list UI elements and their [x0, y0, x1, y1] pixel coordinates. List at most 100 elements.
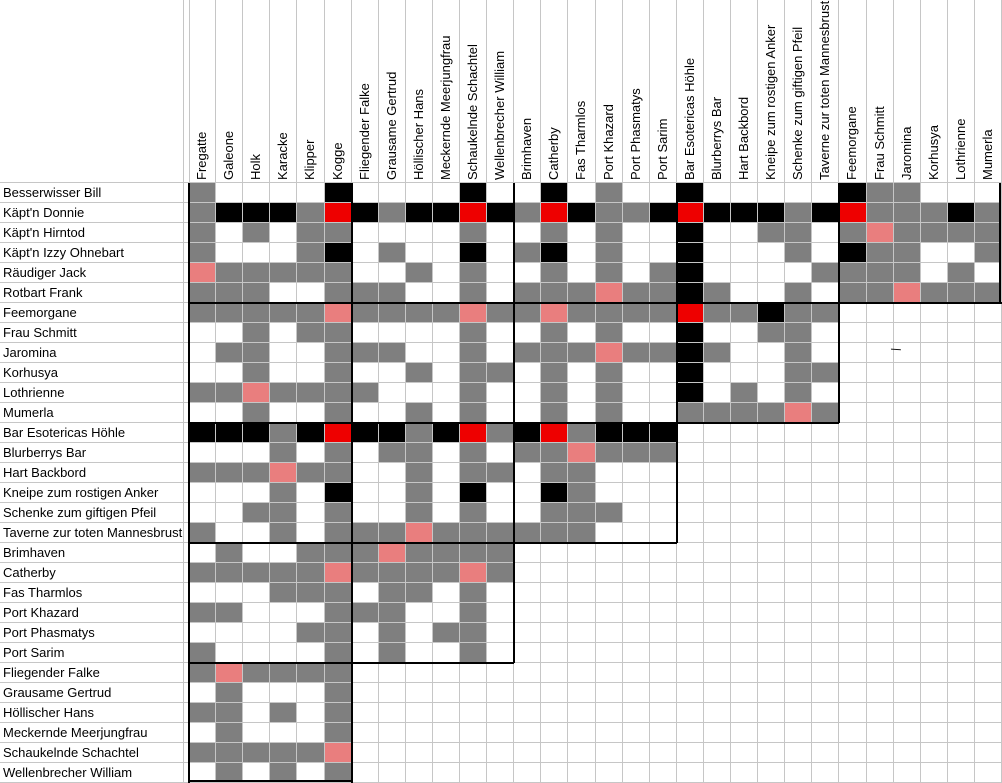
grid-cell[interactable] — [270, 403, 298, 423]
grid-cell[interactable] — [974, 223, 1002, 243]
grid-cell[interactable] — [432, 243, 460, 263]
grid-cell[interactable] — [270, 323, 298, 343]
grid-cell[interactable] — [514, 523, 542, 543]
grid-cell[interactable] — [758, 263, 786, 283]
grid-cell[interactable] — [378, 563, 406, 583]
grid-cell[interactable] — [216, 563, 244, 583]
grid-cell[interactable] — [270, 683, 298, 703]
grid-cell[interactable] — [378, 323, 406, 343]
grid-cell[interactable] — [758, 603, 786, 623]
grid-cell[interactable] — [839, 543, 867, 563]
grid-cell[interactable] — [974, 763, 1002, 783]
grid-cell[interactable] — [622, 603, 650, 623]
grid-cell[interactable] — [920, 323, 948, 343]
column-header-cell[interactable]: Korhusya — [921, 0, 948, 182]
grid-cell[interactable] — [920, 523, 948, 543]
grid-cell[interactable] — [839, 763, 867, 783]
grid-cell[interactable] — [189, 283, 217, 303]
grid-cell[interactable] — [703, 383, 731, 403]
grid-cell[interactable] — [622, 183, 650, 203]
grid-cell[interactable] — [487, 243, 515, 263]
grid-cell[interactable] — [270, 523, 298, 543]
grid-cell[interactable] — [920, 583, 948, 603]
grid-cell[interactable] — [649, 303, 677, 323]
grid-cell[interactable] — [351, 263, 379, 283]
grid-cell[interactable] — [487, 423, 515, 443]
row-label[interactable]: Port Phasmatys — [0, 623, 189, 643]
grid-cell[interactable] — [460, 583, 488, 603]
grid-cell[interactable] — [378, 343, 406, 363]
grid-cell[interactable] — [758, 763, 786, 783]
grid-cell[interactable] — [649, 503, 677, 523]
grid-cell[interactable] — [649, 463, 677, 483]
grid-cell[interactable] — [514, 643, 542, 663]
grid-cell[interactable] — [351, 403, 379, 423]
grid-cell[interactable] — [378, 663, 406, 683]
grid-cell[interactable] — [839, 563, 867, 583]
grid-cell[interactable] — [270, 623, 298, 643]
grid-cell[interactable] — [947, 383, 975, 403]
grid-cell[interactable] — [541, 763, 569, 783]
grid-cell[interactable] — [378, 543, 406, 563]
grid-cell[interactable] — [974, 503, 1002, 523]
grid-cell[interactable] — [758, 703, 786, 723]
grid-cell[interactable] — [378, 743, 406, 763]
grid-cell[interactable] — [893, 603, 921, 623]
grid-cell[interactable] — [785, 623, 813, 643]
grid-cell[interactable] — [893, 643, 921, 663]
grid-cell[interactable] — [758, 463, 786, 483]
grid-cell[interactable] — [351, 423, 379, 443]
grid-cell[interactable] — [270, 543, 298, 563]
grid-cell[interactable] — [460, 363, 488, 383]
grid-cell[interactable] — [568, 183, 596, 203]
grid-cell[interactable] — [866, 443, 894, 463]
grid-cell[interactable] — [866, 623, 894, 643]
grid-cell[interactable] — [676, 763, 704, 783]
grid-cell[interactable] — [893, 763, 921, 783]
grid-cell[interactable] — [595, 583, 623, 603]
grid-cell[interactable] — [487, 583, 515, 603]
grid-cell[interactable] — [676, 643, 704, 663]
grid-cell[interactable] — [622, 523, 650, 543]
grid-cell[interactable] — [270, 423, 298, 443]
grid-cell[interactable] — [812, 743, 840, 763]
grid-cell[interactable] — [622, 303, 650, 323]
grid-cell[interactable] — [460, 443, 488, 463]
grid-cell[interactable] — [676, 723, 704, 743]
grid-cell[interactable] — [460, 463, 488, 483]
grid-cell[interactable] — [351, 703, 379, 723]
grid-cell[interactable] — [703, 203, 731, 223]
grid-cell[interactable] — [432, 603, 460, 623]
grid-cell[interactable] — [893, 463, 921, 483]
grid-cell[interactable] — [297, 323, 325, 343]
grid-cell[interactable] — [649, 183, 677, 203]
grid-cell[interactable] — [758, 303, 786, 323]
grid-cell[interactable] — [866, 763, 894, 783]
grid-cell[interactable] — [216, 583, 244, 603]
grid-cell[interactable] — [839, 243, 867, 263]
grid-cell[interactable] — [216, 223, 244, 243]
grid-cell[interactable] — [649, 263, 677, 283]
grid-cell[interactable] — [920, 663, 948, 683]
grid-cell[interactable] — [541, 543, 569, 563]
grid-cell[interactable] — [893, 623, 921, 643]
grid-cell[interactable] — [785, 263, 813, 283]
grid-cell[interactable] — [974, 703, 1002, 723]
grid-cell[interactable] — [405, 643, 433, 663]
grid-cell[interactable] — [216, 683, 244, 703]
grid-cell[interactable] — [731, 303, 759, 323]
grid-cell[interactable] — [378, 483, 406, 503]
grid-cell[interactable] — [432, 763, 460, 783]
grid-cell[interactable] — [378, 423, 406, 443]
grid-cell[interactable] — [920, 763, 948, 783]
grid-cell[interactable] — [974, 623, 1002, 643]
grid-cell[interactable] — [812, 343, 840, 363]
grid-cell[interactable] — [812, 263, 840, 283]
grid-cell[interactable] — [595, 243, 623, 263]
grid-cell[interactable] — [649, 563, 677, 583]
grid-cell[interactable] — [758, 523, 786, 543]
grid-cell[interactable] — [270, 283, 298, 303]
grid-cell[interactable] — [866, 543, 894, 563]
grid-cell[interactable] — [758, 583, 786, 603]
grid-cell[interactable] — [866, 603, 894, 623]
